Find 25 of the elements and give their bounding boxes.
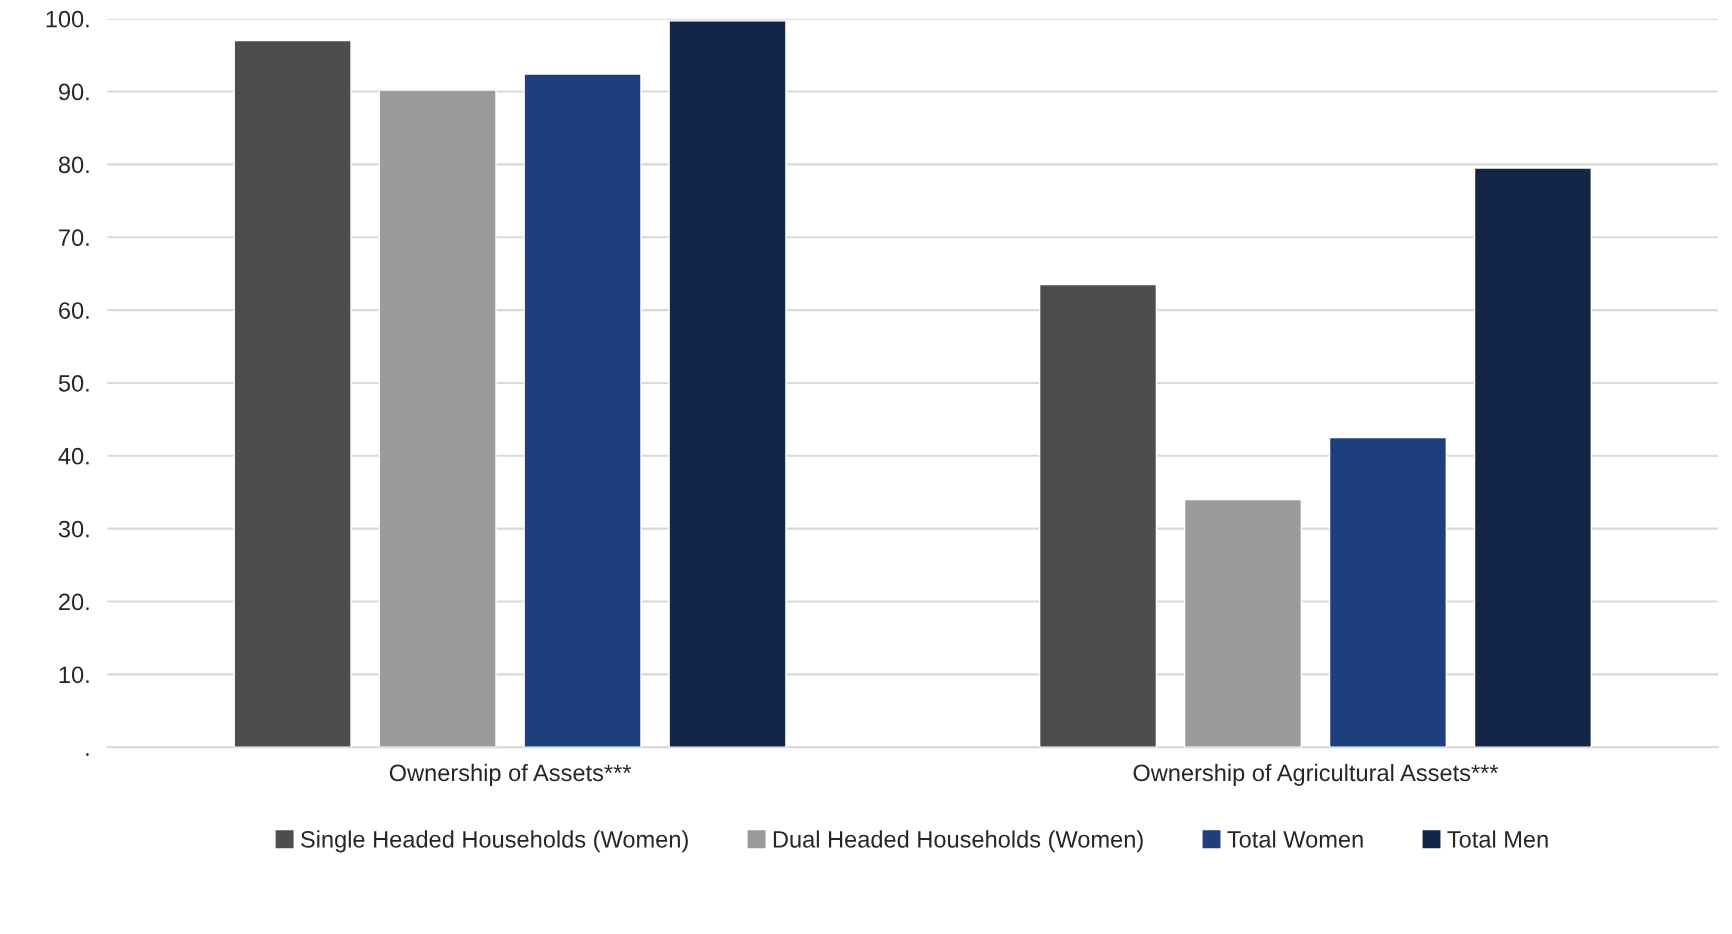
y-tick-label: 70. [59,229,89,247]
y-tick-label: 90. [59,83,89,101]
y-tick-label: 50. [58,375,89,392]
legend-label: Single Headed Households (Women) [301,830,688,853]
y-tick-label: 60. [59,302,89,319]
y-tick-label: 10. [59,666,89,684]
bar [1038,283,1158,748]
y-tick-label: 30. [58,520,89,538]
bar [233,39,352,748]
y-tick-label: 100. [46,10,89,28]
bar [1328,436,1448,748]
legend-label: Total Men [1447,830,1548,848]
legend-label: Total Women [1227,830,1363,848]
bar [1183,498,1303,748]
y-tick-label: 80. [58,156,89,174]
bar [1473,167,1592,748]
x-tick-label: Ownership of Assets*** [389,763,632,786]
bar [523,73,642,748]
bar [668,20,787,748]
bar [378,89,497,748]
y-tick-label: . [86,753,89,756]
y-tick-label: 40. [58,447,89,465]
x-tick-label: Ownership of Agricultural Assets*** [1133,763,1499,786]
legend-label: Dual Headed Households (Women) [773,830,1143,853]
y-tick-label: 20. [59,593,89,611]
